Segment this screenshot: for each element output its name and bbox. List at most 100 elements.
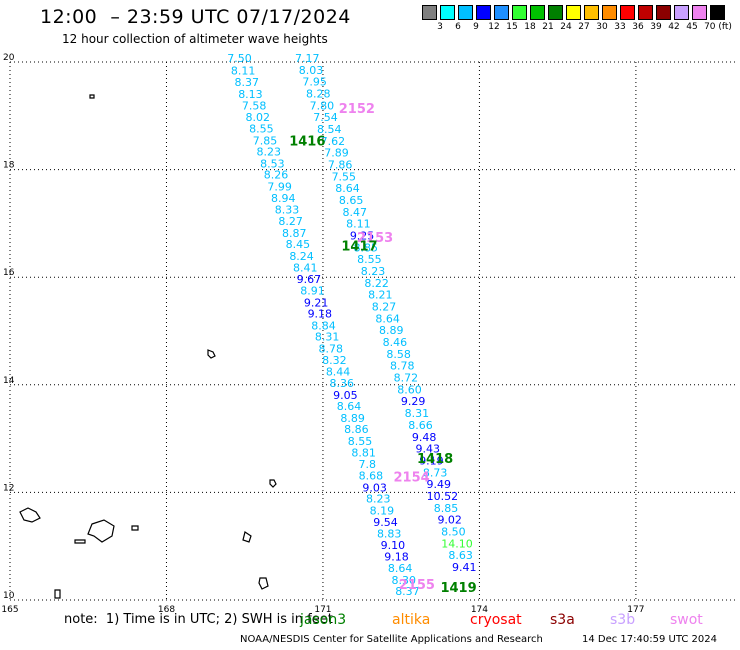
wave-height-label: 9.67: [297, 273, 322, 286]
wave-height-label: 8.66: [408, 419, 433, 432]
wave-height-label: 8.68: [359, 469, 384, 482]
wave-height-label: 8.23: [256, 146, 281, 159]
wave-height-label: 8.37: [235, 76, 260, 89]
x-tick-label: 165: [1, 605, 18, 615]
island-outline: [242, 531, 252, 543]
wave-height-label: 8.83: [377, 528, 402, 541]
x-tick-label: 171: [314, 605, 331, 615]
scale-swatch: [620, 5, 635, 20]
wave-height-label: 8.89: [379, 324, 404, 337]
scale-label: 30: [596, 22, 608, 32]
scale-label: 15: [506, 22, 518, 32]
scale-swatch: [512, 5, 527, 20]
wave-height-label: 8.02: [246, 111, 271, 124]
wave-height-label: 8.23: [366, 493, 391, 506]
wave-height-label: 14.10: [441, 537, 473, 550]
wave-height-label: 8.64: [388, 562, 413, 575]
wave-height-label: 8.86: [344, 423, 369, 436]
wave-height-label: 8.11: [231, 64, 256, 77]
wave-height-label: 8.37: [395, 585, 420, 598]
scale-swatch: [476, 5, 491, 20]
scale-swatch: [494, 5, 509, 20]
track-label: 1418: [417, 452, 453, 467]
wave-height-label: 8.41: [293, 261, 318, 274]
y-tick-label: 10: [3, 591, 15, 601]
wave-height-label: 7.89: [324, 147, 349, 160]
wave-height-label: 7.17: [295, 52, 320, 65]
wave-height-label: 9.03: [362, 481, 387, 494]
scale-swatch: [530, 5, 545, 20]
wave-height-label: 8.21: [368, 289, 393, 302]
island-outline: [54, 589, 61, 599]
wave-height-label: 9.43: [416, 443, 441, 456]
wave-height-label: 7.80: [310, 99, 335, 112]
wave-height-label: 8.36: [329, 377, 354, 390]
scale-swatch: [602, 5, 617, 20]
satellite-legend-item: jason3: [300, 612, 347, 628]
wave-height-label: 7.62: [321, 135, 346, 148]
wave-height-label: 8.27: [372, 301, 397, 314]
scale-swatch: [566, 5, 581, 20]
island-outline: [87, 519, 115, 543]
wave-height-label: 8.84: [311, 319, 336, 332]
wave-height-label: 7.54: [313, 111, 338, 124]
chart-title: 12:00 – 23:59 UTC 07/17/2024: [40, 6, 351, 28]
wave-height-label: 8.46: [383, 336, 408, 349]
scale-swatch: [458, 5, 473, 20]
wave-height-label: 9.02: [437, 514, 462, 527]
wave-height-label: 8.64: [335, 182, 360, 195]
wave-height-label: 8.81: [351, 446, 376, 459]
scale-label: 6: [455, 22, 461, 32]
scale-label: 70 (ft): [704, 22, 732, 32]
wave-height-label: 9.48: [412, 431, 437, 444]
wave-height-label: 8.73: [423, 466, 448, 479]
wave-height-label: 7.55: [332, 170, 357, 183]
x-tick-label: 168: [158, 605, 175, 615]
scale-swatch: [584, 5, 599, 20]
y-tick-label: 18: [3, 161, 15, 171]
scale-label: 36: [632, 22, 644, 32]
grid: [9, 61, 735, 601]
footnote: note: 1) Time is in UTC; 2) SWH is in fe…: [64, 612, 333, 627]
wave-height-label: 8.32: [322, 354, 347, 367]
island-outline: [89, 94, 95, 99]
wave-height-label: 8.78: [390, 360, 415, 373]
wave-height-label: 8.28: [306, 88, 331, 101]
y-tick-label: 20: [3, 53, 15, 63]
wave-height-label: 8.30: [392, 574, 417, 587]
scale-swatch: [710, 5, 725, 20]
wave-height-label: 8.58: [386, 348, 411, 361]
wave-height-label: 9.10: [381, 539, 406, 552]
island-outline: [258, 577, 269, 590]
satellite-legend-item: cryosat: [470, 612, 522, 628]
wave-height-label: 9.41: [452, 561, 477, 574]
scale-swatch: [674, 5, 689, 20]
wave-height-label: 9.29: [401, 395, 426, 408]
scale-label: 9: [473, 22, 479, 32]
scale-swatch: [548, 5, 563, 20]
wave-height-label: 8.23: [361, 265, 386, 278]
satellite-legend-item: swot: [670, 612, 703, 628]
wave-height-label: 8.19: [370, 504, 395, 517]
scale-swatch: [692, 5, 707, 20]
wave-height-label: 7.95: [302, 76, 327, 89]
wave-height-label: 7.99: [267, 181, 292, 194]
scale-swatch: [656, 5, 671, 20]
wave-height-label: 8.54: [317, 123, 342, 136]
wave-height-label: 8.53: [260, 157, 285, 170]
wave-height-label: 8.78: [319, 343, 344, 356]
wave-height-label: 8.89: [340, 412, 365, 425]
wave-height-labels: 7.508.118.378.137.588.028.557.858.238.53…: [227, 52, 476, 598]
wave-height-label: 9.54: [373, 516, 398, 529]
wave-height-label: 8.11: [346, 218, 371, 231]
wave-height-label: 8.03: [299, 64, 324, 77]
footer-timestamp: 14 Dec 17:40:59 UTC 2024: [582, 634, 717, 645]
footer-credit: NOAA/NESDIS Center for Satellite Applica…: [240, 634, 543, 645]
wave-height-label: 8.55: [249, 122, 274, 135]
wave-height-label: 8.31: [315, 331, 340, 344]
y-tick-label: 16: [3, 268, 15, 278]
wave-height-label: 8.22: [364, 277, 389, 290]
scale-label: 33: [614, 22, 626, 32]
